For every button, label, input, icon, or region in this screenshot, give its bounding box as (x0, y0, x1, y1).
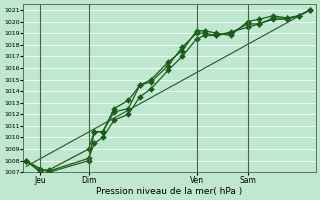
X-axis label: Pression niveau de la mer( hPa ): Pression niveau de la mer( hPa ) (96, 187, 243, 196)
